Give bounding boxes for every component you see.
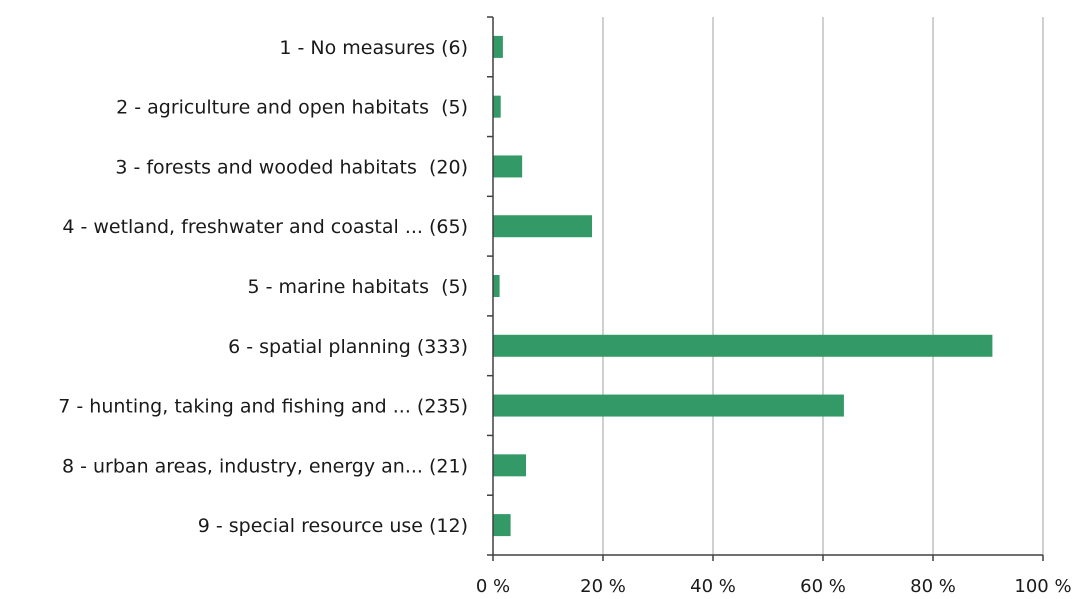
- axes: [487, 16, 1044, 561]
- category-label-1: 1 - No measures (6): [279, 37, 468, 59]
- category-label-6: 6 - spatial planning (333): [228, 336, 468, 358]
- bar-9: [493, 514, 511, 537]
- x-tick-label-60: 60 %: [800, 576, 846, 597]
- x-tick-label-80: 80 %: [910, 576, 956, 597]
- x-tick-label-40: 40 %: [690, 576, 736, 597]
- bar-7: [493, 394, 844, 417]
- bar-6: [493, 334, 993, 357]
- bar-8: [493, 454, 526, 477]
- grid-lines: [602, 17, 1044, 555]
- category-label-5: 5 - marine habitats (5): [248, 276, 469, 298]
- bar-1: [493, 35, 503, 58]
- bar-4: [493, 215, 592, 238]
- bar-3: [493, 155, 523, 178]
- bar-2: [493, 95, 501, 118]
- category-label-7: 7 - hunting, taking and fishing and ... …: [58, 396, 468, 418]
- category-label-4: 4 - wetland, freshwater and coastal ... …: [62, 216, 468, 238]
- category-labels: 1 - No measures (6) 2 - agriculture and o…: [58, 37, 468, 537]
- bar-5: [493, 275, 500, 297]
- x-tick-label-0: 0 %: [476, 576, 510, 597]
- category-label-9: 9 - special resource use (12): [198, 515, 468, 537]
- x-tick-labels: 0 % 20 % 40 % 60 % 80 % 100 %: [476, 576, 1072, 597]
- category-label-3: 3 - forests and wooded habitats (20): [115, 156, 468, 178]
- category-label-2: 2 - agriculture and open habitats (5): [116, 97, 468, 119]
- x-tick-label-100: 100 %: [1014, 576, 1071, 597]
- x-tick-label-20: 20 %: [580, 576, 626, 597]
- category-label-8: 8 - urban areas, industry, energy an... …: [62, 455, 468, 477]
- bars: [493, 35, 993, 537]
